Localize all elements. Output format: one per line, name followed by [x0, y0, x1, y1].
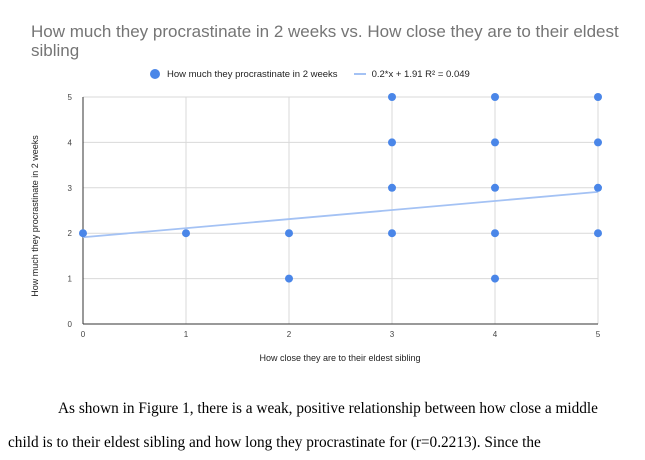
x-tick-label: 4 — [493, 330, 498, 339]
data-point — [594, 229, 602, 238]
x-axis-label: How close they are to their eldest sibli… — [259, 353, 421, 363]
x-tick-label: 3 — [390, 330, 395, 339]
data-point — [285, 274, 293, 283]
data-point — [388, 229, 396, 238]
body-paragraph: As shown in Figure 1, there is a weak, p… — [8, 392, 638, 460]
axes — [82, 97, 598, 325]
tick-labels: 0 1 2 3 4 5 0 1 2 3 4 5 — [68, 93, 601, 339]
legend-series-marker — [150, 69, 160, 79]
data-point — [491, 138, 499, 147]
data-point — [491, 183, 499, 192]
x-tick-label: 2 — [287, 330, 292, 339]
plot-area: 0 1 2 3 4 5 0 1 2 3 4 5 — [68, 93, 602, 339]
y-axis-label: How much they procrastinate in 2 weeks — [30, 135, 40, 297]
legend-trendline-label: 0.2*x + 1.91 R² = 0.049 — [371, 68, 470, 80]
data-point — [594, 138, 602, 147]
grid-lines — [83, 96, 599, 324]
data-point — [388, 183, 396, 192]
data-point — [491, 93, 499, 101]
data-point — [491, 229, 499, 238]
data-points — [79, 93, 602, 283]
x-tick-label: 0 — [81, 330, 86, 339]
legend-series-label: How much they procrastinate in 2 weeks — [167, 68, 338, 80]
y-tick-label: 1 — [68, 275, 73, 284]
chart-title: How much they procrastinate in 2 weeks v… — [31, 22, 619, 60]
paragraph-line-1: As shown in Figure 1, there is a weak, p… — [58, 400, 598, 417]
chart-legend: How much they procrastinate in 2 weeks 0… — [150, 66, 470, 82]
y-tick-label: 0 — [68, 320, 73, 329]
y-tick-label: 2 — [68, 229, 73, 238]
data-point — [285, 229, 293, 238]
data-point — [594, 93, 602, 101]
legend-trendline-marker — [353, 73, 366, 75]
y-tick-label: 4 — [68, 138, 73, 147]
data-point — [182, 229, 190, 238]
data-point — [79, 229, 87, 238]
data-point — [388, 93, 396, 101]
data-point — [388, 138, 396, 147]
trendline-layer — [82, 190, 599, 239]
y-tick-label: 5 — [68, 93, 73, 102]
x-tick-label: 1 — [184, 330, 189, 339]
scatter-chart: How much they procrastinate in 2 weeks v… — [30, 22, 619, 363]
x-tick-label: 5 — [596, 330, 601, 339]
data-point — [491, 274, 499, 283]
paragraph-line-2: child is to their eldest sibling and how… — [8, 434, 541, 451]
trendline — [82, 190, 599, 239]
data-point — [594, 183, 602, 192]
y-tick-label: 3 — [68, 184, 73, 193]
